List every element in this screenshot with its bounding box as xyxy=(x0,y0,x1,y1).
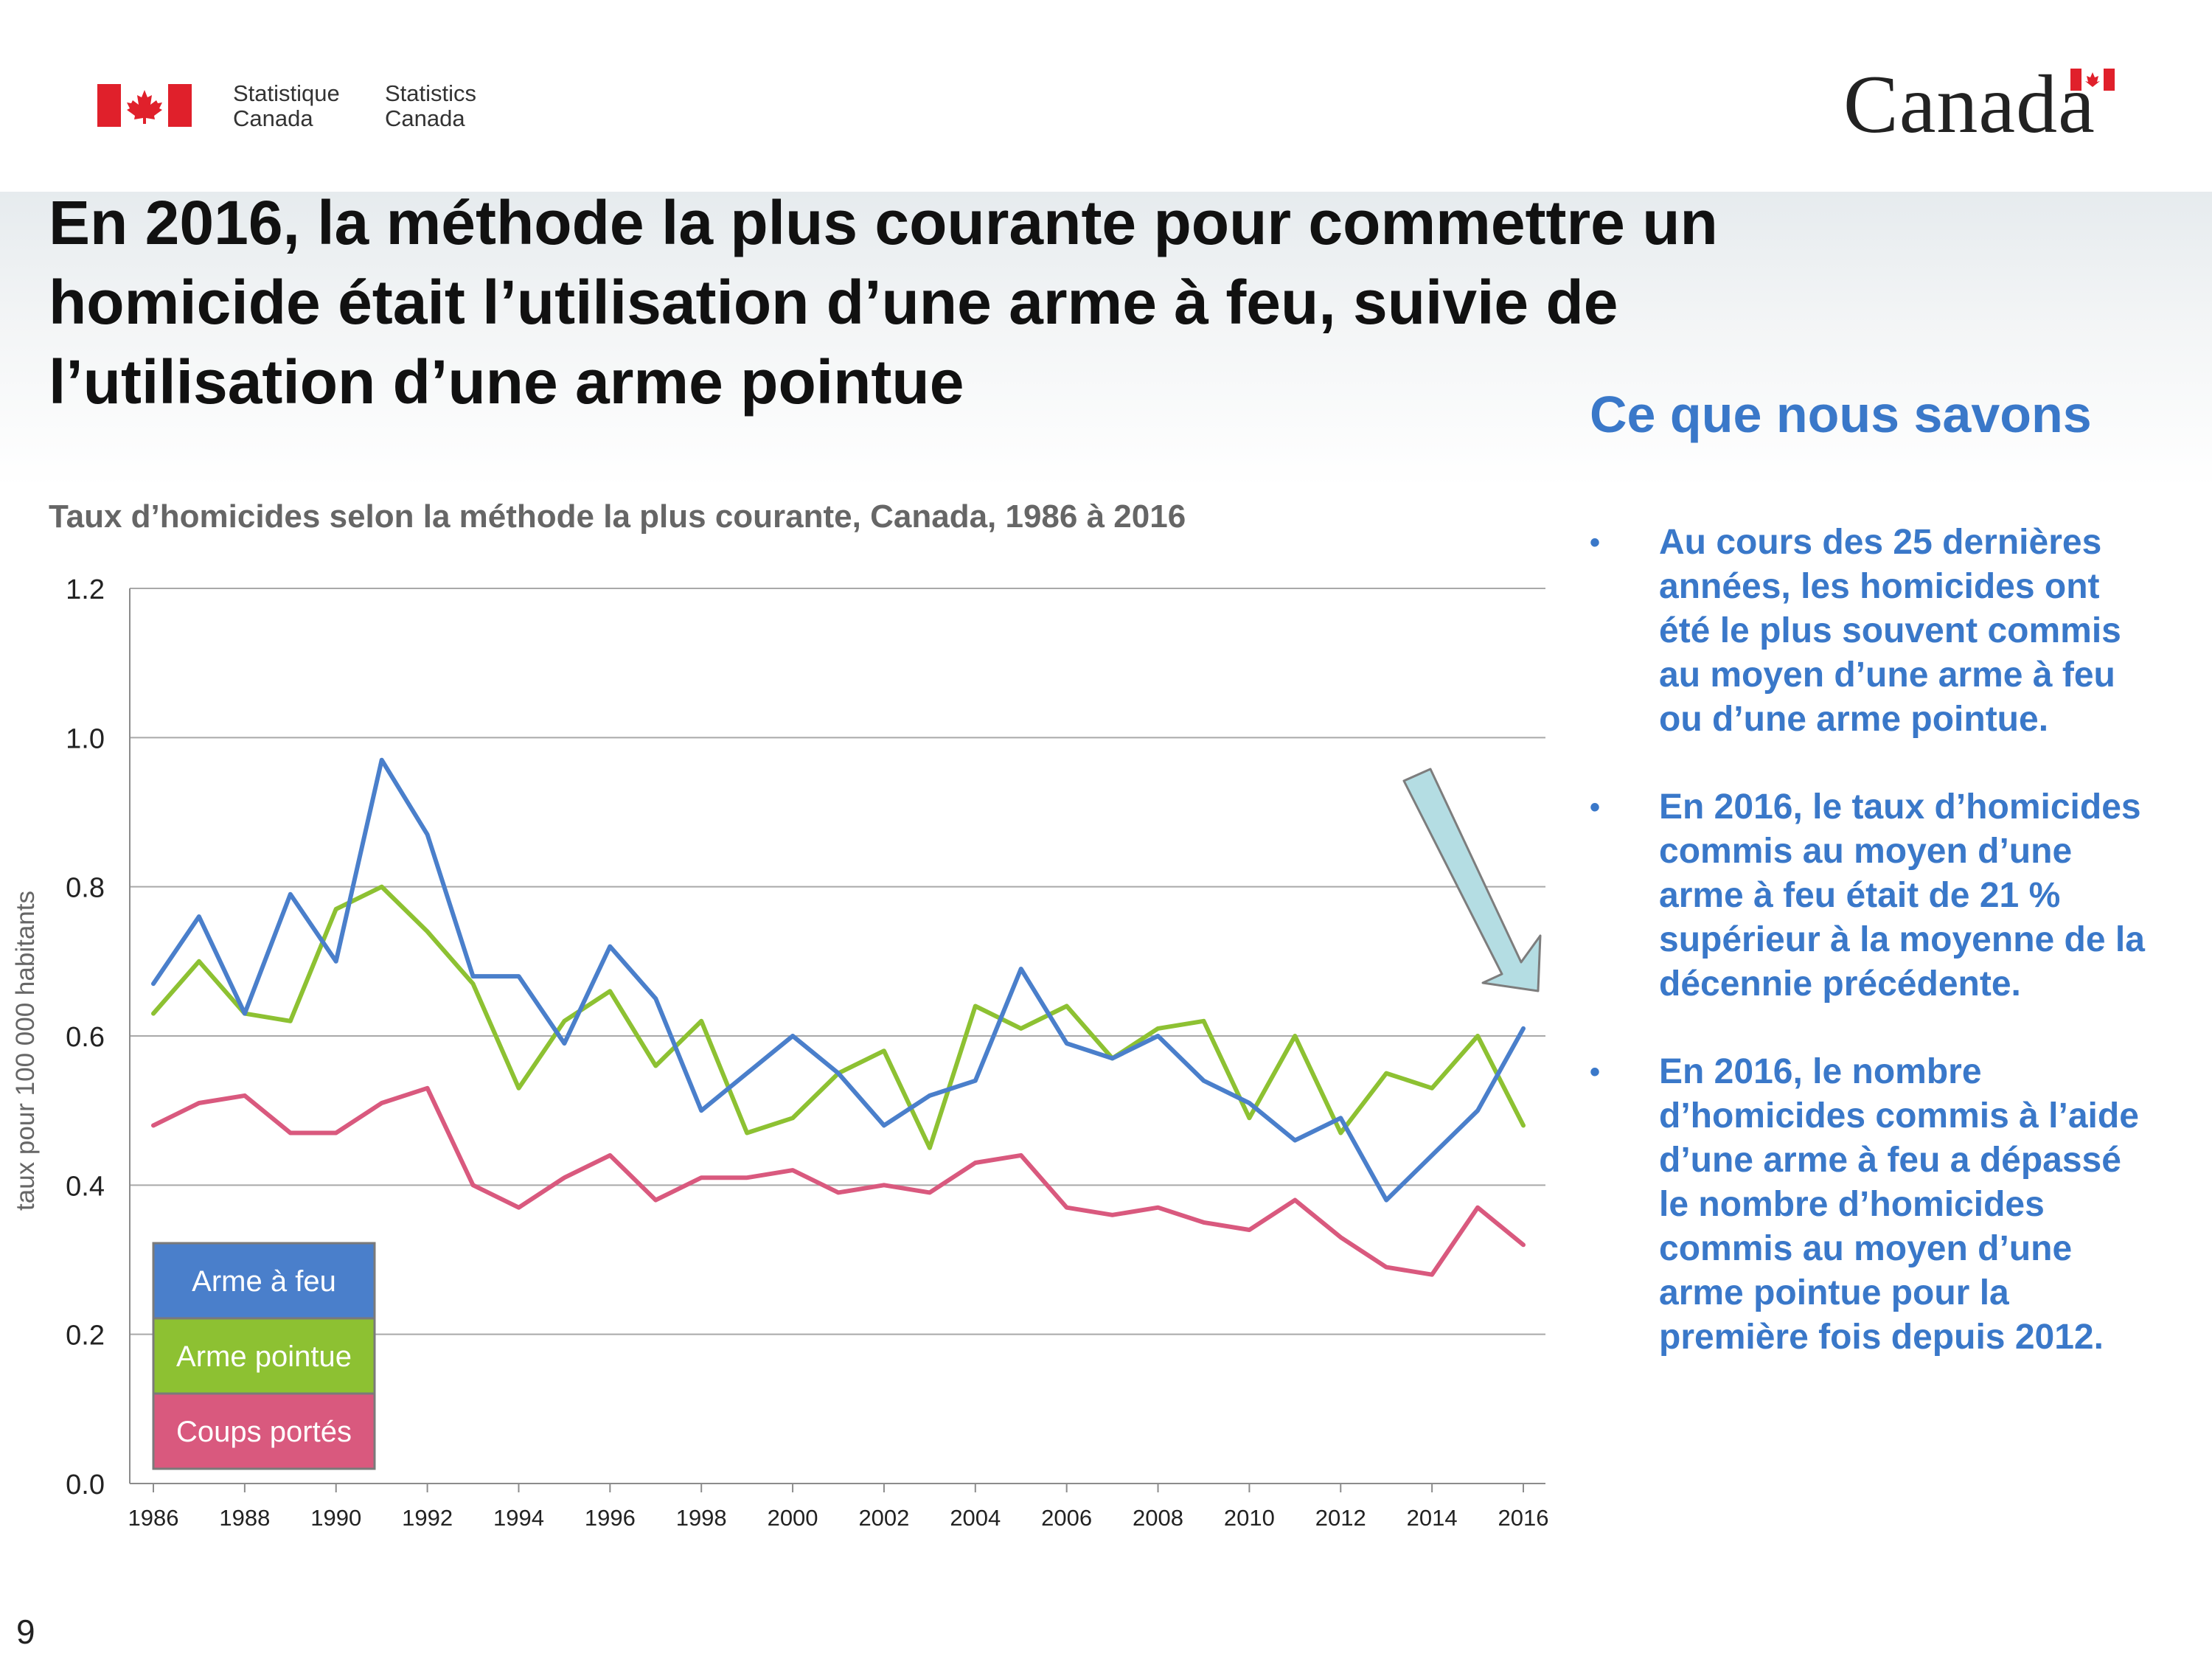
x-tick-label: 1988 xyxy=(219,1505,270,1531)
x-tick-label: 2012 xyxy=(1315,1505,1366,1531)
header-band xyxy=(0,0,2212,192)
x-tick-label: 2008 xyxy=(1133,1505,1183,1531)
bullet-glyph: • xyxy=(1590,1056,1601,1088)
bullet-text: Au cours des 25 dernières années, les ho… xyxy=(1659,523,2121,739)
bullet-text: En 2016, le taux d’homicides commis au m… xyxy=(1659,787,2145,1004)
y-tick-label: 0.4 xyxy=(66,1171,105,1202)
bullet-text: En 2016, le nombre d’homicides commis à … xyxy=(1659,1052,2139,1357)
bullet-glyph: • xyxy=(1590,526,1601,559)
bullet-glyph: • xyxy=(1590,791,1601,824)
legend-swatch xyxy=(152,1392,376,1470)
legend-swatch xyxy=(152,1317,376,1395)
x-tick-label: 2014 xyxy=(1407,1505,1458,1531)
slide-title: En 2016, la méthode la plus courante pou… xyxy=(49,188,1718,417)
legend-swatch xyxy=(152,1242,376,1320)
x-tick-label: 2006 xyxy=(1041,1505,1092,1531)
side-bullet: • Au cours des 25 dernières années, les h… xyxy=(1590,521,2150,742)
y-tick-label: 0.2 xyxy=(66,1321,105,1352)
header-photo-band xyxy=(0,192,2212,487)
canada-flag-icon xyxy=(97,84,192,127)
x-tick-label: 2000 xyxy=(768,1505,818,1531)
fip-text-fr: Statistique Canada xyxy=(233,81,340,131)
x-tick-label: 2010 xyxy=(1224,1505,1275,1531)
fip-en-line1: Statistics xyxy=(385,80,477,106)
side-panel-title: Ce que nous savons xyxy=(1590,386,2092,443)
x-tick-label: 1996 xyxy=(585,1505,636,1531)
series-line-3 xyxy=(151,1085,1526,1277)
page-number: 9 xyxy=(16,1613,35,1651)
callout-arrow-icon xyxy=(1402,768,1542,992)
fip-fr-line1: Statistique xyxy=(233,80,340,106)
x-tick-label: 2016 xyxy=(1498,1505,1549,1531)
fip-en-line2: Canada xyxy=(385,105,465,131)
series-line-1 xyxy=(151,757,1526,1203)
fip-fr-line2: Canada xyxy=(233,105,313,131)
chart-title: Taux d’homicides selon la méthode la plu… xyxy=(49,498,1186,535)
x-tick-label: 1992 xyxy=(402,1505,453,1531)
canada-wordmark: Canada xyxy=(1843,59,2096,150)
y-tick-label: 1.0 xyxy=(66,723,105,754)
x-tick-label: 1998 xyxy=(676,1505,727,1531)
y-tick-label: 1.2 xyxy=(66,574,105,605)
x-tick-label: 2002 xyxy=(858,1505,909,1531)
side-bullet: • En 2016, le taux d’homicides commis au … xyxy=(1590,785,2150,1006)
y-axis-title: taux pour 100 000 habitants xyxy=(11,891,40,1211)
x-tick-label: 1994 xyxy=(493,1505,544,1531)
homicide-rate-line-chart: 0.0 0.2 0.4 0.6 0.8 1.0 1.2 1986 1988 1990 1992 199… xyxy=(11,574,1549,1531)
legend-label: Arme à feu xyxy=(192,1265,336,1298)
legend-label: Coups portés xyxy=(176,1416,352,1448)
y-tick-label: 0.6 xyxy=(66,1022,105,1053)
wordmark-flag-icon xyxy=(2070,69,2115,91)
series-line-2 xyxy=(151,884,1526,1150)
x-tick-label: 2004 xyxy=(950,1505,1001,1531)
x-tick-label: 1986 xyxy=(128,1505,179,1531)
side-bullet: • En 2016, le nombre d’homicides commis à… xyxy=(1590,1050,2150,1360)
fip-text-en: Statistics Canada xyxy=(385,81,476,131)
legend-label: Arme pointue xyxy=(176,1340,352,1373)
y-tick-label: 0.0 xyxy=(66,1470,105,1500)
y-tick-label: 0.8 xyxy=(66,873,105,904)
x-tick-label: 1990 xyxy=(310,1505,361,1531)
side-bullet-list: • Au cours des 25 dernières années, les h… xyxy=(1590,521,2150,1403)
